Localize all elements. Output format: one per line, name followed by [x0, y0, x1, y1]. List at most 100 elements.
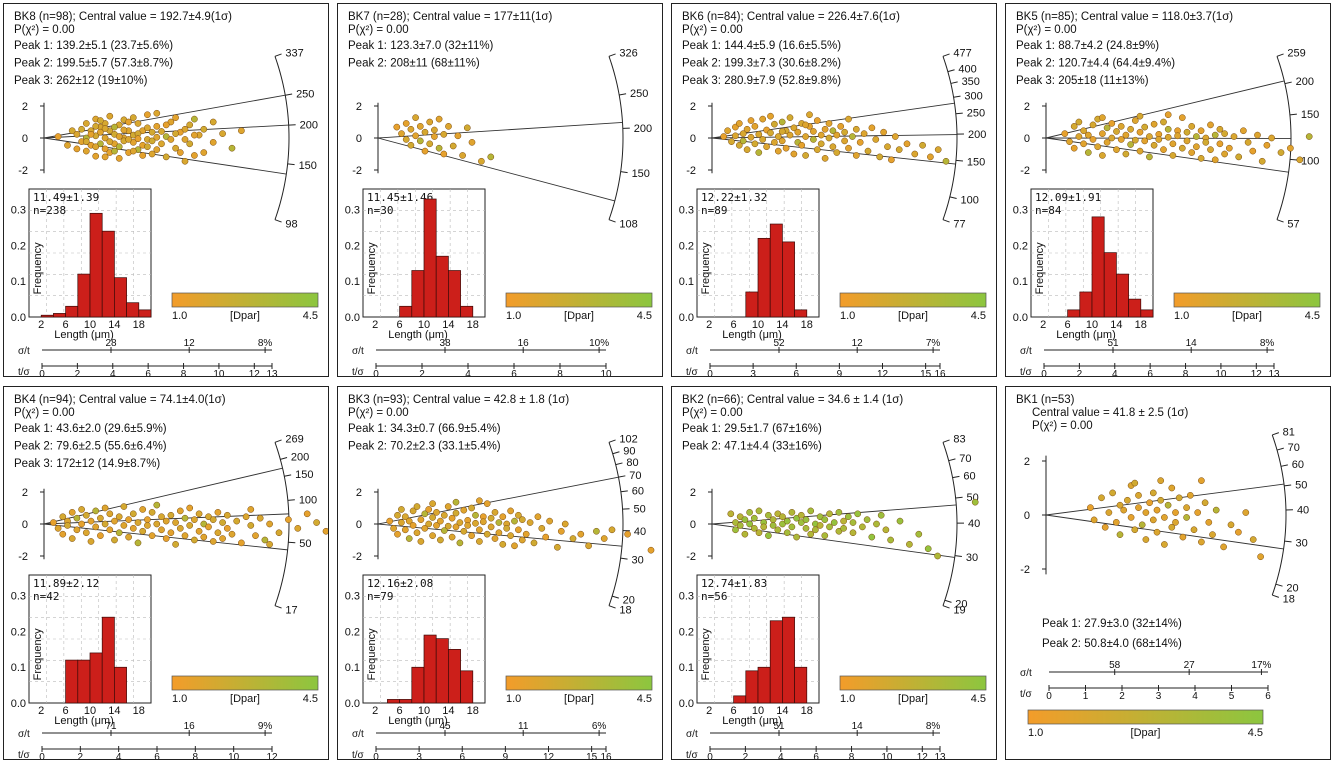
colorbar-max-label: 4.5	[971, 693, 986, 705]
t-tick-label: 16	[934, 369, 946, 377]
hist-x-tick-label: 18	[1135, 319, 1147, 331]
data-point	[115, 529, 123, 537]
data-point	[256, 514, 264, 522]
panel-svg: BK5 (n=85); Central value = 118.0±3.7(1σ…	[1013, 11, 1321, 376]
data-point	[247, 522, 255, 529]
data-point	[1183, 504, 1190, 511]
hist-bar	[101, 616, 115, 704]
data-point	[426, 118, 434, 126]
hist-y-tick-label: 0.1	[679, 276, 694, 288]
colorbar-max-label: 4.5	[637, 693, 652, 705]
data-point	[440, 527, 448, 534]
data-point	[101, 153, 109, 161]
data-point	[421, 525, 429, 532]
hist-y-tick-label: 0.2	[679, 626, 694, 638]
data-point	[1141, 123, 1149, 131]
data-point	[534, 513, 542, 521]
panel-bk5: BK5 (n=85); Central value = 118.0±3.7(1σ…	[1005, 3, 1331, 377]
data-point	[876, 153, 884, 161]
data-point	[405, 535, 413, 542]
data-point	[1157, 477, 1165, 484]
t-tick-label: 0	[39, 369, 45, 377]
t-tick-label: 3	[1156, 691, 1162, 702]
arc-tick-label: 150	[1301, 109, 1319, 121]
data-point	[209, 118, 217, 126]
hist-y-tick-label: 0.1	[679, 662, 694, 674]
arc-tick-label: 477	[953, 48, 971, 60]
hist-y-tick-label: 0.0	[345, 698, 360, 710]
peak-label: Peak 3: 280.9±7.9 (52.8±9.8%)	[682, 75, 841, 87]
data-point	[825, 120, 833, 127]
t-tick-label: 0	[39, 752, 45, 760]
colorbar-label: [Dpar]	[1131, 727, 1161, 739]
hist-count: n=84	[1035, 204, 1062, 217]
hist-y-tick-label: 0.3	[679, 205, 694, 217]
pchi-label: P(χ²) = 0.00	[682, 24, 743, 36]
arc-tick-label: 98	[285, 218, 297, 230]
data-point	[924, 545, 932, 553]
data-point	[421, 128, 429, 136]
arc-tick-label: 57	[1287, 218, 1299, 230]
panel-header: BK7 (n=28); Central value = 177±11(1σ)	[348, 11, 553, 23]
data-point	[732, 132, 739, 140]
hist-y-tick-label: 0.1	[1013, 276, 1028, 288]
data-point	[1089, 121, 1097, 129]
data-point	[1160, 118, 1167, 126]
data-point	[148, 128, 156, 136]
data-point	[266, 541, 273, 548]
hist-bar	[1140, 309, 1154, 318]
data-point	[600, 535, 608, 542]
arc-tick-label: 90	[623, 446, 635, 458]
data-point	[793, 533, 800, 541]
data-point	[398, 130, 405, 137]
arc-tick	[1276, 53, 1284, 57]
arc-tick	[953, 95, 961, 98]
data-point	[1169, 140, 1177, 148]
hist-bar	[1079, 291, 1093, 318]
sigma-tick-label: 51	[1107, 338, 1119, 349]
hist-bar	[435, 255, 449, 318]
hist-bar	[435, 638, 449, 704]
data-point	[186, 121, 194, 129]
data-point	[821, 155, 829, 162]
arc-tick-label: 150	[295, 469, 313, 481]
data-point	[859, 523, 866, 531]
data-point	[771, 120, 778, 128]
hist-x-tick-label: 2	[38, 705, 44, 717]
arc-tick-label: 17	[285, 604, 297, 616]
data-point	[1142, 509, 1150, 516]
arc-tick-label: 269	[285, 434, 303, 446]
arc-tick	[947, 69, 955, 73]
data-point	[915, 530, 923, 538]
dpar-colorbar	[839, 292, 987, 308]
data-point	[1193, 143, 1200, 151]
t-tick-label: 10	[600, 369, 612, 377]
peak-label: Peak 1: 139.2±5.1 (23.7±5.6%)	[14, 40, 173, 52]
data-point	[1146, 153, 1153, 161]
data-point	[1190, 526, 1198, 534]
data-point	[191, 516, 198, 523]
hist-bar	[89, 212, 103, 318]
arc-tick-label: 83	[953, 434, 965, 446]
data-point	[1131, 117, 1139, 124]
hist-bar	[769, 223, 783, 318]
t-tick-label: 12	[917, 752, 929, 760]
sigma-tick-label: 14	[852, 721, 864, 732]
data-point	[826, 523, 833, 531]
data-point	[1221, 150, 1228, 158]
arc-tick-label: 150	[299, 160, 317, 172]
radial-y-tick-label: 2	[1024, 456, 1030, 468]
t-axis-label: t/σ	[686, 367, 699, 377]
data-point	[476, 538, 483, 545]
t-tick-label: 6	[145, 369, 151, 377]
hist-x-tick-label: 6	[731, 319, 737, 331]
data-point	[87, 517, 95, 525]
data-point	[233, 517, 241, 525]
data-point	[433, 522, 440, 529]
hist-x-tick-label: 10	[84, 319, 96, 331]
data-point	[101, 520, 109, 528]
colorbar-min-label: 1.0	[840, 693, 855, 705]
hist-x-label: Length (μm)	[388, 329, 448, 341]
data-point	[394, 511, 401, 519]
radial-y-tick-label: -2	[1020, 165, 1030, 177]
